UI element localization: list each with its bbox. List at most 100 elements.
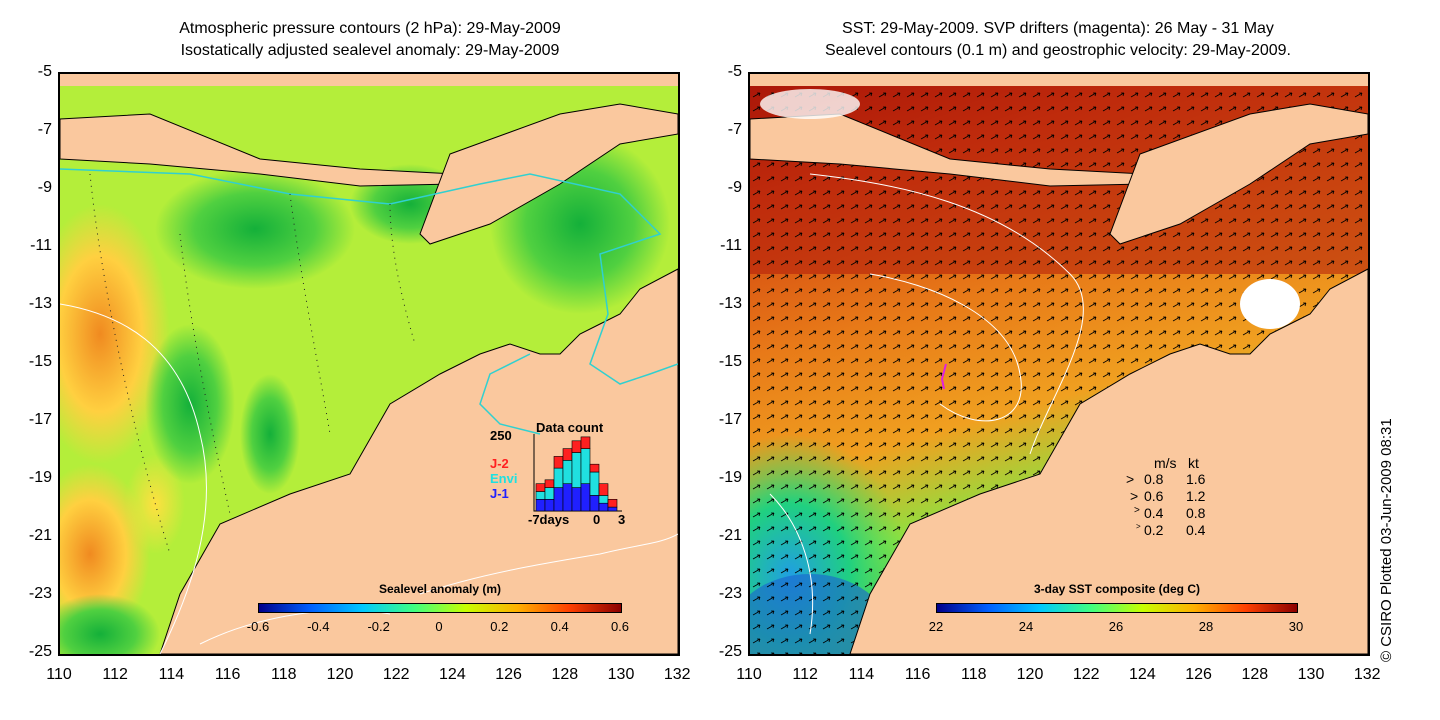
legend-header-kt: kt [1188, 455, 1199, 471]
legend-ms-3: 0.2 [1144, 522, 1164, 538]
histogram-bar-0-envi [535, 491, 546, 500]
right-colorbar-tick-3: 28 [1198, 619, 1214, 634]
velocity-scale-legend: m/s kt > 0.8 1.6 > 0.6 1.2 > 0.4 0.8 > 0… [1126, 455, 1236, 545]
histogram-xlabel-left: -7days [528, 512, 570, 527]
sealevel-anomaly-map [58, 72, 680, 656]
left-map-title: Atmospheric pressure contours (2 hPa): 2… [60, 18, 680, 62]
left-y-tick-2: -9 [37, 179, 52, 196]
left-y-tick-6: -17 [28, 411, 52, 428]
left-x-tick-0: 110 [46, 666, 72, 683]
right-map-title: SST: 29-May-2009. SVP drifters (magenta)… [748, 18, 1368, 62]
left-x-tick-10: 130 [607, 666, 635, 683]
right-x-tick-2: 114 [848, 666, 875, 683]
histogram-bar-1-envi [544, 487, 555, 500]
right-y-tick-10: -25 [718, 643, 742, 660]
left-y-tick-1: -7 [37, 121, 52, 138]
left-colorbar-tick-5: 0.4 [550, 619, 569, 634]
histogram-bar-1-j1 [544, 499, 555, 512]
legend-ms-2: 0.4 [1144, 505, 1164, 521]
legend-kt-0: 1.6 [1186, 471, 1206, 487]
histogram-bar-2-j2 [553, 456, 564, 469]
copyright-label: © CSIRO Plotted 03-Jun-2009 08:31 [1378, 418, 1395, 662]
left-x-tick-7: 124 [439, 666, 466, 683]
left-x-tick-9: 128 [551, 666, 579, 683]
right-x-tick-1: 112 [792, 666, 818, 683]
left-x-tick-5: 120 [326, 666, 354, 683]
legend-kt-2: 0.8 [1186, 505, 1206, 521]
right-y-tick-8: -21 [718, 527, 742, 544]
left-colorbar-tick-4: 0.2 [490, 619, 509, 634]
right-y-tick-2: -9 [727, 179, 742, 196]
right-x-tick-0: 110 [736, 666, 762, 683]
histogram-xlabel-right: 3 [618, 512, 626, 527]
histogram-bar-4-j1 [571, 487, 582, 512]
right-x-tick-8: 126 [1185, 666, 1212, 683]
legend-j2: J-2 [490, 456, 509, 471]
left-x-tick-2: 114 [158, 666, 185, 683]
histogram-bar-8-j2 [607, 499, 618, 508]
right-y-tick-5: -15 [718, 353, 742, 370]
histogram-bar-2-j1 [553, 487, 564, 512]
histogram-ymax: 250 [490, 428, 512, 443]
legend-kt-1: 1.2 [1186, 488, 1206, 504]
right-y-tick-0: -5 [727, 63, 742, 80]
histogram-bar-6-j1 [589, 495, 600, 512]
left-colorbar-tick-2: -0.2 [367, 619, 390, 634]
right-y-tick-1: -7 [727, 121, 742, 138]
left-y-tick-9: -23 [28, 585, 52, 602]
left-x-tick-4: 118 [271, 666, 297, 683]
right-x-tick-7: 124 [1129, 666, 1156, 683]
right-y-tick-6: -17 [718, 411, 742, 428]
left-colorbar-tick-1: -0.4 [307, 619, 330, 634]
histogram-bar-2-envi [553, 467, 564, 488]
histogram-bar-7-j1 [598, 502, 609, 512]
right-y-tick-3: -11 [720, 237, 742, 254]
left-x-tick-1: 112 [102, 666, 128, 683]
histogram-xlabel-zero: 0 [593, 512, 601, 527]
left-x-tick-11: 132 [663, 666, 691, 683]
histogram-bar-4-j2 [571, 440, 582, 453]
histogram-bar-7-j2 [598, 483, 609, 496]
right-y-tick-4: -13 [718, 295, 742, 312]
right-x-tick-9: 128 [1241, 666, 1269, 683]
right-x-tick-4: 118 [961, 666, 987, 683]
sst-map [748, 72, 1370, 656]
left-y-tick-5: -15 [28, 353, 52, 370]
right-x-tick-3: 116 [904, 666, 931, 683]
left-y-tick-7: -19 [28, 469, 52, 486]
histogram-bar-6-envi [589, 471, 600, 496]
left-y-tick-8: -21 [28, 527, 52, 544]
right-colorbar-tick-1: 24 [1018, 619, 1034, 634]
legend-kt-3: 0.4 [1186, 522, 1206, 538]
histogram-bar-5-j2 [580, 436, 591, 449]
legend-header-ms: m/s [1154, 455, 1177, 471]
left-x-tick-3: 116 [214, 666, 241, 683]
left-x-tick-8: 126 [495, 666, 522, 683]
left-title-line2: Isostatically adjusted sealevel anomaly:… [180, 42, 560, 59]
legend-j1: J-1 [490, 486, 509, 501]
legend-ms-1: 0.6 [1144, 488, 1164, 504]
sst-field [750, 74, 1368, 654]
histogram-bar-5-j1 [580, 483, 591, 512]
legend-arrow-2: > [1134, 505, 1140, 516]
sealevel-colorbar [258, 603, 622, 613]
histogram-bar-6-j2 [589, 463, 600, 473]
histogram-bar-8-j1 [607, 506, 618, 512]
sealevel-anomaly-field [60, 74, 678, 654]
left-y-tick-0: -5 [37, 63, 52, 80]
legend-arrow-1: > [1130, 488, 1139, 504]
right-colorbar-tick-2: 26 [1108, 619, 1124, 634]
legend-arrow-3: > [1136, 522, 1141, 531]
left-x-tick-6: 122 [382, 666, 410, 683]
histogram-bar-7-envi [598, 495, 609, 504]
left-title-line1: Atmospheric pressure contours (2 hPa): 2… [179, 20, 561, 37]
right-x-tick-6: 122 [1072, 666, 1100, 683]
histogram-bar-5-envi [580, 448, 591, 484]
histogram-title: Data count [536, 420, 604, 435]
right-colorbar-tick-4: 30 [1288, 619, 1304, 634]
histogram-plot [533, 434, 622, 512]
right-y-tick-9: -23 [718, 585, 742, 602]
histogram-bar-0-j1 [535, 499, 546, 512]
histogram-bar-1-j2 [544, 479, 555, 488]
histogram-bar-0-j2 [535, 483, 546, 492]
